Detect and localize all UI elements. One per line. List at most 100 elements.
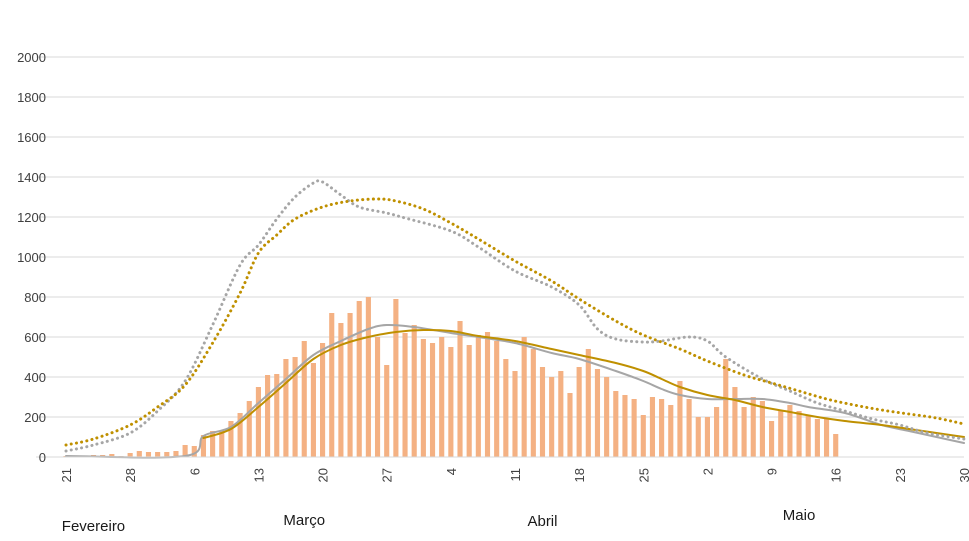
x-tick-label: 6 — [187, 468, 202, 475]
bar-day-38 — [411, 325, 417, 457]
bar-day-27 — [310, 363, 316, 457]
x-tick-label: 21 — [59, 468, 74, 482]
bar-day-7 — [127, 453, 133, 457]
y-tick-label: 800 — [24, 290, 46, 305]
bar-day-11 — [164, 452, 170, 457]
bar-day-55 — [567, 393, 573, 457]
bar-day-9 — [145, 452, 152, 457]
x-tick-label: 20 — [316, 468, 331, 482]
y-tick-label: 1200 — [17, 210, 46, 225]
bar-day-58 — [594, 369, 601, 457]
bar-day-50 — [521, 337, 527, 457]
x-tick-label: 25 — [636, 468, 651, 482]
x-tick-label: 28 — [123, 468, 138, 482]
bar-day-18 — [228, 421, 234, 457]
bars-layer — [63, 297, 839, 457]
bar-day-51 — [530, 349, 536, 457]
x-tick-label: 9 — [765, 468, 780, 475]
y-tick-label: 1600 — [17, 130, 46, 145]
bar-day-84 — [833, 434, 839, 457]
bar-day-33 — [365, 297, 371, 457]
y-tick-label: 1000 — [17, 250, 46, 265]
bar-day-61 — [622, 395, 628, 457]
y-tick-label: 0 — [39, 450, 46, 465]
bar-day-49 — [512, 371, 518, 457]
bar-day-48 — [503, 359, 509, 457]
y-tick-label: 1800 — [17, 90, 46, 105]
grid-layer — [36, 56, 964, 418]
month-label: Maio — [783, 507, 816, 524]
bar-day-35 — [384, 365, 390, 457]
series-line-2-dotted-grey — [64, 179, 966, 453]
labels-layer: 0 200 400 600 800 1000 1200 1400 1600 1800 2000 21 2… — [17, 50, 969, 535]
bar-day-25 — [292, 357, 298, 457]
bar-day-71 — [714, 407, 720, 457]
month-label: Abril — [527, 513, 557, 530]
bar-day-5 — [109, 454, 115, 457]
bar-day-43 — [457, 321, 463, 457]
bar-day-30 — [338, 323, 344, 457]
bar-day-32 — [356, 301, 362, 457]
bar-day-12 — [173, 451, 179, 457]
bar-day-70 — [704, 417, 710, 457]
bar-day-15 — [200, 435, 207, 457]
bar-day-81 — [805, 415, 811, 457]
x-tick-label: 11 — [508, 468, 523, 482]
bar-day-14 — [191, 446, 197, 457]
y-tick-label: 400 — [24, 370, 46, 385]
bar-day-64 — [649, 397, 656, 457]
bar-day-40 — [429, 343, 436, 457]
bar-day-78 — [778, 411, 784, 457]
bar-day-41 — [439, 337, 445, 457]
bar-day-8 — [136, 451, 142, 457]
month-label: Março — [283, 512, 325, 529]
bar-day-37 — [402, 333, 408, 457]
bar-day-31 — [347, 313, 353, 457]
y-tick-label: 2000 — [17, 50, 46, 65]
month-label: Fevereiro — [62, 518, 125, 535]
bar-day-19 — [237, 413, 243, 457]
bar-day-77 — [769, 421, 775, 457]
bar-day-42 — [448, 347, 454, 457]
y-tick-label: 1400 — [17, 170, 46, 185]
bar-day-22 — [265, 375, 271, 457]
x-tick-label: 2 — [700, 468, 715, 475]
bar-day-68 — [686, 399, 692, 457]
bar-day-24 — [283, 359, 289, 457]
bar-day-54 — [558, 371, 564, 457]
bar-day-45 — [475, 335, 481, 457]
bar-day-82 — [814, 419, 820, 457]
bar-day-36 — [393, 299, 399, 457]
series-line-3-dotted-gold — [64, 197, 966, 447]
bar-day-72 — [723, 359, 729, 457]
bar-day-69 — [695, 417, 701, 457]
bar-day-62 — [631, 399, 637, 457]
bar-day-60 — [613, 391, 619, 457]
x-tick-label: 27 — [380, 468, 395, 482]
bar-day-47 — [494, 341, 500, 457]
bar-day-67 — [677, 381, 683, 457]
bar-day-34 — [374, 337, 381, 457]
bar-day-75 — [750, 397, 756, 457]
bar-day-56 — [576, 367, 582, 457]
lines-layer — [64, 179, 966, 459]
bar-day-44 — [466, 345, 472, 457]
y-tick-label: 600 — [24, 330, 46, 345]
bar-day-20 — [246, 401, 252, 457]
bar-day-74 — [741, 407, 747, 457]
bar-day-79 — [787, 405, 793, 457]
x-tick-label: 16 — [829, 468, 844, 482]
x-tick-label: 13 — [251, 468, 266, 482]
series-line-0-solid-grey — [65, 323, 965, 459]
bar-day-29 — [329, 313, 335, 457]
bar-day-53 — [549, 377, 555, 457]
bar-day-46 — [484, 332, 491, 457]
bar-day-39 — [420, 339, 426, 457]
bar-day-23 — [274, 374, 280, 457]
bar-day-26 — [301, 341, 307, 457]
x-tick-label: 23 — [893, 468, 908, 482]
series-line-1-solid-gold — [202, 328, 965, 439]
bar-day-16 — [210, 431, 216, 457]
